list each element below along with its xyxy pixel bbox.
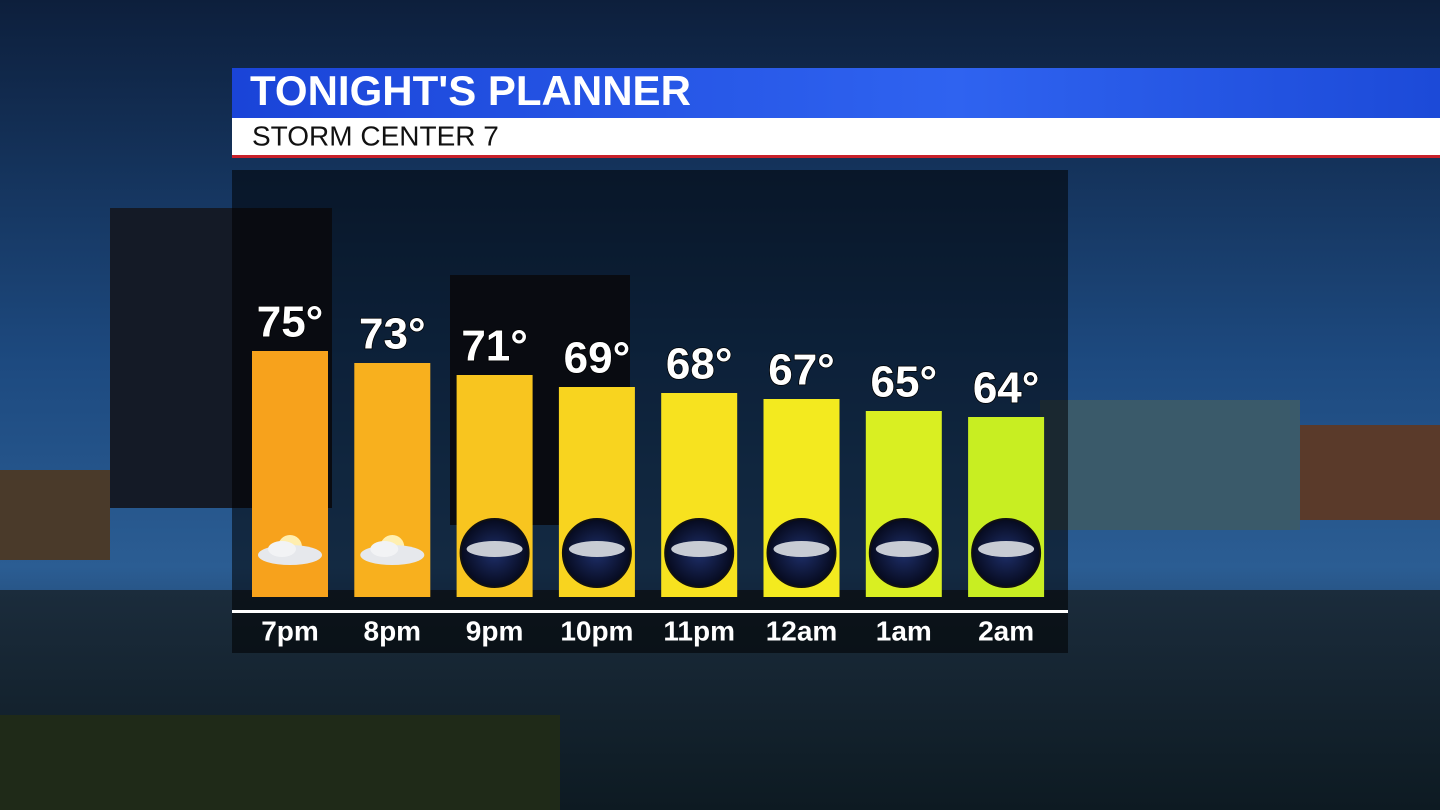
x-tick-label: 10pm — [560, 615, 633, 646]
weather-icon — [459, 518, 530, 588]
subtitle-bar — [232, 118, 1440, 156]
x-tick-label: 2am — [978, 615, 1034, 646]
x-tick-label: 8pm — [364, 615, 422, 646]
weather-icon — [971, 518, 1042, 588]
value-label: 71° — [461, 322, 528, 371]
icon-cloud — [568, 541, 625, 557]
icon-cloud — [875, 541, 932, 557]
x-tick-label: 1am — [876, 615, 932, 646]
icon-cloud — [370, 541, 399, 557]
weather-icon — [664, 518, 735, 588]
icon-cloud — [466, 541, 523, 557]
x-tick-label: 9pm — [466, 615, 524, 646]
value-label: 65° — [871, 358, 938, 407]
value-label: 73° — [359, 310, 426, 359]
chart-subtitle: STORM CENTER 7 — [252, 120, 499, 151]
icon-cloud — [268, 541, 296, 557]
riverbank — [0, 715, 560, 810]
icon-cloud — [773, 541, 830, 557]
chart-title: TONIGHT'S PLANNER — [250, 67, 691, 114]
weather-icon — [868, 518, 939, 588]
baseline — [232, 610, 1068, 613]
icon-cloud — [978, 541, 1035, 557]
value-label: 69° — [564, 334, 631, 383]
x-tick-label: 11pm — [663, 615, 735, 646]
value-label: 68° — [666, 340, 733, 389]
title-bar — [232, 68, 1440, 118]
x-tick-label: 12am — [766, 615, 838, 646]
value-label: 64° — [973, 364, 1040, 413]
weather-icon — [766, 518, 837, 588]
weather-icon — [258, 535, 322, 565]
x-tick-label: 7pm — [261, 615, 319, 646]
icon-cloud — [671, 541, 728, 557]
value-label: 75° — [257, 298, 324, 347]
weather-icon — [561, 518, 632, 588]
subtitle-underline — [232, 155, 1440, 158]
weather-icon — [360, 535, 425, 565]
value-label: 67° — [768, 346, 835, 395]
